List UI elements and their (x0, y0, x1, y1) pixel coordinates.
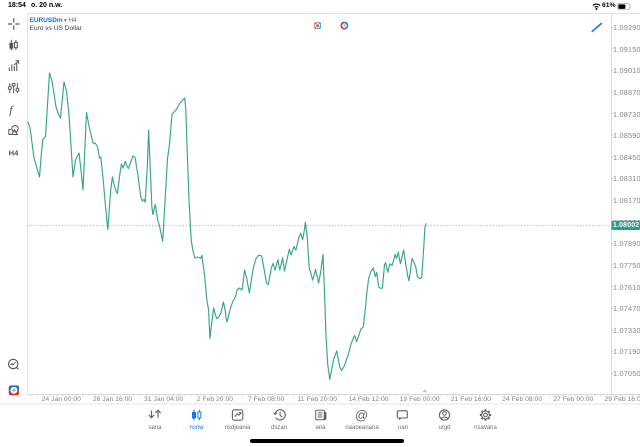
svg-text:H4: H4 (9, 148, 19, 157)
svg-text:f: f (9, 103, 14, 117)
svg-text:@: @ (355, 408, 368, 423)
